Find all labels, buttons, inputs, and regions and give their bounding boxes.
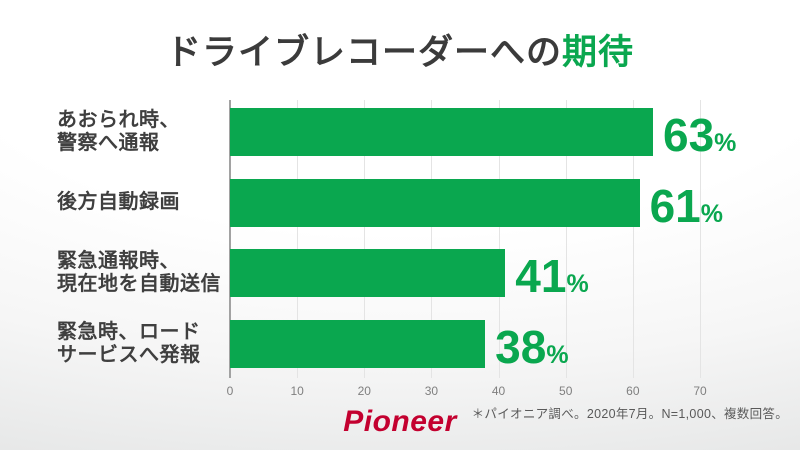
category-label: 緊急通報時、 現在地を自動送信 [0, 250, 230, 296]
bar-area: 41% [230, 238, 800, 309]
bar-rows: あおられ時、 警察へ通報 63% 後方自動録画 61% 緊急通報時、 現在地を自動送信 41%… [0, 97, 800, 379]
value-number: 38 [495, 320, 547, 373]
bar-area: 38% [230, 309, 800, 380]
value-label: 63% [663, 112, 736, 158]
bar-row: 後方自動録画 61% [0, 168, 800, 239]
x-tick-label: 50 [559, 384, 573, 398]
x-tick-label: 70 [693, 384, 707, 398]
bar-area: 63% [230, 97, 800, 168]
value-number: 61 [649, 179, 701, 232]
bar-chart: あおられ時、 警察へ通報 63% 後方自動録画 61% 緊急通報時、 現在地を自動送信 41%… [0, 97, 800, 398]
bar-row: あおられ時、 警察へ通報 63% [0, 97, 800, 168]
category-label: 緊急時、ロード サービスへ発報 [0, 321, 230, 367]
value-percent-sign: % [714, 129, 737, 158]
category-label: 後方自動録画 [0, 191, 230, 214]
value-label: 41% [515, 253, 588, 299]
category-label-line: 緊急時、ロード [57, 320, 201, 343]
value-number: 63 [663, 109, 715, 162]
value-label: 61% [650, 183, 723, 229]
x-tick-label: 60 [626, 384, 640, 398]
bar-area: 61% [230, 168, 800, 239]
bar [230, 319, 486, 368]
title-main: ドライブレコーダーへの [165, 33, 562, 72]
source-note: ＊パイオニア調べ。2020年7月。N=1,000、複数回答。 [471, 407, 788, 421]
value-percent-sign: % [566, 270, 589, 299]
category-label-line: サービスへ発報 [57, 343, 201, 366]
category-label-line: 現在地を自動送信 [57, 273, 221, 296]
x-tick-label: 40 [491, 384, 506, 398]
grid-line [632, 100, 634, 378]
bar-row: 緊急時、ロード サービスへ発報 38% [0, 309, 800, 380]
grid-line [297, 100, 299, 378]
category-label-line: あおられ時、 [57, 109, 180, 132]
x-tick-label: 0 [226, 384, 234, 398]
x-tick-label: 10 [290, 384, 304, 398]
x-axis-ticks: 0 10 20 30 40 50 60 70 [0, 384, 800, 400]
grid-line [431, 100, 433, 378]
grid-line [700, 100, 701, 378]
value-number: 41 [515, 250, 567, 303]
category-label: あおられ時、 警察へ通報 [0, 109, 230, 155]
value-label: 38% [495, 324, 568, 370]
page-title: ドライブレコーダーへの期待 [0, 24, 800, 75]
bar [230, 108, 653, 157]
grid-line [364, 100, 366, 378]
grid-line [498, 100, 500, 378]
bar-row: 緊急通報時、 現在地を自動送信 41% [0, 238, 800, 309]
value-percent-sign: % [546, 340, 569, 369]
grid-line [565, 100, 567, 378]
y-axis-line [229, 100, 231, 378]
category-label-line: 後方自動録画 [57, 191, 180, 214]
title-accent: 期待 [562, 33, 635, 72]
bar [230, 178, 640, 227]
x-tick-label: 30 [424, 384, 439, 398]
pioneer-logo: Pioneer [343, 405, 457, 438]
category-label-line: 緊急通報時、 [57, 250, 180, 273]
category-label-line: 警察へ通報 [57, 132, 160, 155]
value-percent-sign: % [700, 199, 723, 228]
bar [230, 249, 506, 298]
x-tick-label: 20 [357, 384, 371, 398]
